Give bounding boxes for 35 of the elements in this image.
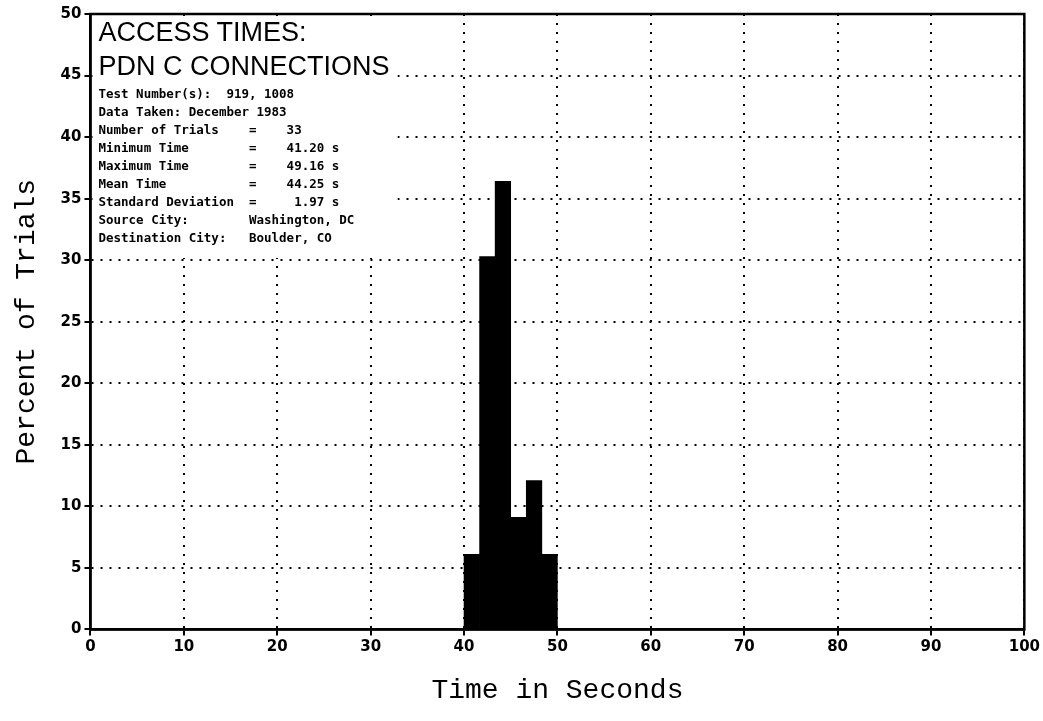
annotation: Data Taken: December 1983: [98, 103, 287, 119]
x-tick-label: 20: [266, 637, 288, 656]
y-tick-label: 15: [60, 434, 82, 453]
y-tick-label: 0: [71, 619, 82, 638]
annotation: Source City: Washington, DC: [98, 211, 355, 227]
x-tick-label: 60: [640, 637, 662, 656]
text: ACCESS TIMES:: [98, 16, 307, 47]
x-tick-label: 40: [453, 637, 475, 656]
annotation: Mean Time = 44.25 s: [98, 175, 340, 191]
y-tick-label: 30: [60, 250, 82, 269]
x-tick-label: 100: [1008, 637, 1040, 656]
y-tick-label: 45: [60, 65, 82, 84]
x-tick-label: 50: [546, 637, 568, 656]
annotation: Test Number(s): 919, 1008: [98, 85, 295, 101]
x-tick-label: 90: [920, 637, 942, 656]
y-tick-label: 5: [71, 557, 82, 576]
y-tick-label: 10: [60, 496, 82, 515]
annotation: Number of Trials = 33: [98, 121, 302, 137]
y-tick-label: 35: [60, 188, 82, 207]
y-axis-title: Percent of Trials: [11, 178, 43, 465]
y-tick-label: 25: [60, 311, 82, 330]
y-tick-label: 40: [60, 126, 82, 145]
x-tick-label: 10: [173, 637, 195, 656]
annotation: Maximum Time = 49.16 s: [98, 157, 340, 173]
x-tick-label: 0: [85, 637, 96, 656]
annotation: Minimum Time = 41.20 s: [98, 139, 340, 155]
annotation: Standard Deviation = 1.97 s: [98, 193, 340, 209]
y-tick-label: 20: [60, 373, 82, 392]
x-tick-label: 30: [360, 637, 382, 656]
text: PDN C CONNECTIONS: [98, 50, 390, 81]
annotation: Destination City: Boulder, CO: [98, 229, 332, 245]
x-axis-title: Time in Seconds: [431, 674, 684, 706]
x-tick-label: 70: [733, 637, 755, 656]
y-tick-label: 50: [60, 3, 82, 22]
x-tick-label: 80: [827, 637, 849, 656]
